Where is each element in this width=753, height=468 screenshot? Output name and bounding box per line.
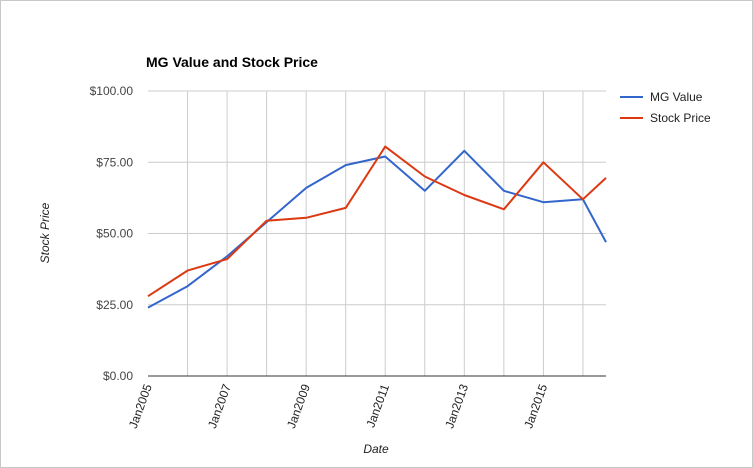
y-tick-label: $0.00 — [103, 369, 133, 383]
series-lines — [147, 145, 607, 309]
x-tick-label: Jan2011 — [363, 382, 392, 430]
series-line-mg-value — [147, 149, 607, 309]
chart-title: MG Value and Stock Price — [146, 54, 318, 70]
gridlines — [148, 90, 606, 376]
y-axis-title: Stock Price — [38, 202, 52, 263]
series-line-stock-price — [147, 145, 607, 298]
legend-label: Stock Price — [650, 111, 711, 125]
y-tick-label: $75.00 — [96, 155, 133, 169]
x-tick-label: Jan2009 — [284, 382, 313, 430]
x-axis-ticks: Jan2005 Jan2007 Jan2009 Jan2011 Jan2013 Jan20… — [126, 382, 550, 430]
y-axis-ticks: $0.00 $25.00 $50.00 $75.00 $100.00 — [90, 84, 134, 383]
legend-label: MG Value — [650, 90, 703, 104]
y-tick-label: $100.00 — [90, 84, 134, 98]
y-tick-label: $25.00 — [96, 298, 133, 312]
y-tick-label: $50.00 — [96, 227, 133, 241]
x-tick-label: Jan2013 — [442, 382, 471, 430]
legend: MG Value Stock Price — [620, 90, 711, 125]
x-tick-label: Jan2007 — [205, 382, 234, 430]
x-axis-title: Date — [363, 442, 389, 456]
x-tick-label: Jan2005 — [126, 382, 155, 430]
x-tick-label: Jan2015 — [521, 382, 550, 430]
